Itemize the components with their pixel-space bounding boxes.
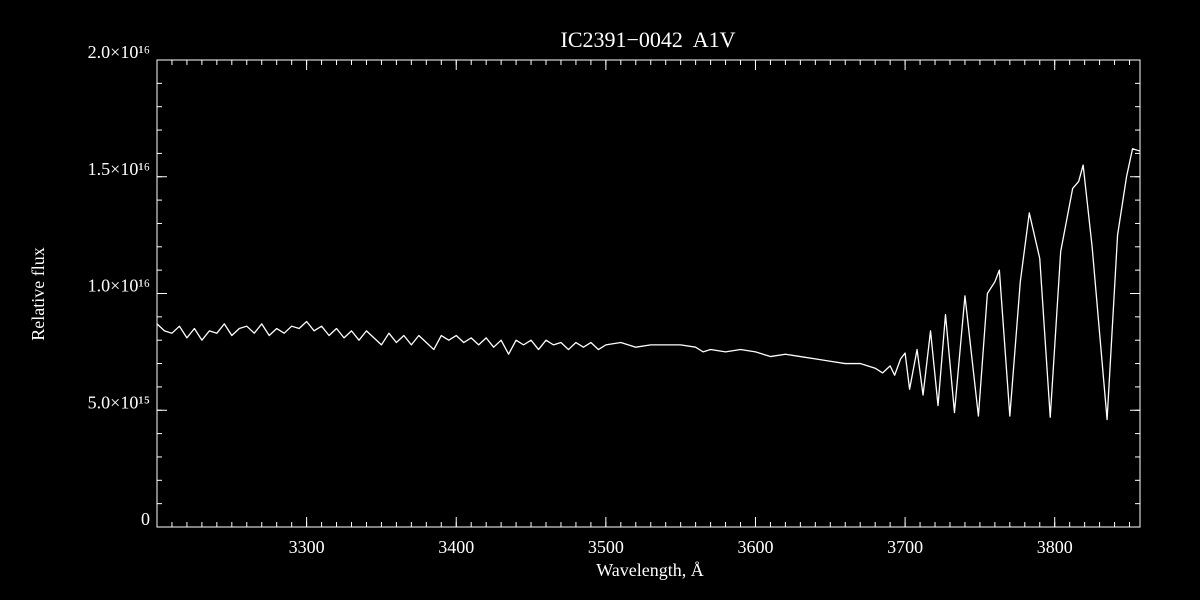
y-tick-label: 1.5×10¹⁶ xyxy=(88,159,150,179)
x-tick-label: 3600 xyxy=(737,537,773,557)
x-tick-label: 3700 xyxy=(887,537,923,557)
x-tick-label: 3300 xyxy=(289,537,325,557)
y-tick-label: 2.0×10¹⁶ xyxy=(88,42,150,62)
y-axis-label: Relative flux xyxy=(28,247,48,340)
x-axis-label: Wavelength, Å xyxy=(596,560,704,580)
x-tick-label: 3800 xyxy=(1037,537,1073,557)
x-tick-label: 3500 xyxy=(588,537,624,557)
y-tick-label: 5.0×10¹⁵ xyxy=(88,392,150,412)
y-tick-label: 0 xyxy=(141,509,150,529)
y-tick-label: 1.0×10¹⁶ xyxy=(88,276,150,296)
chart-title: IC2391−0042 A1V xyxy=(561,27,736,52)
spectrum-line xyxy=(156,148,1141,421)
x-tick-label: 3400 xyxy=(438,537,474,557)
